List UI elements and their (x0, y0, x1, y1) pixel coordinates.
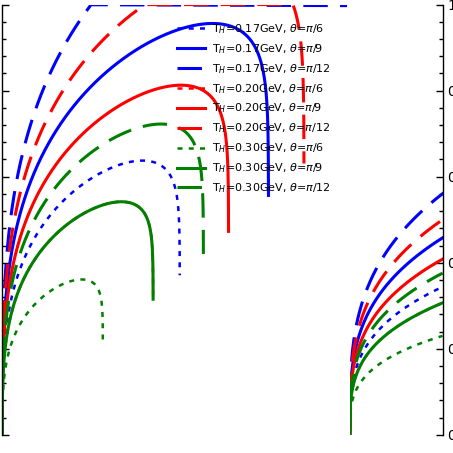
Legend: T$_{H}$=0.17GeV, $\theta$=$\pi$/6, T$_{H}$=0.17GeV, $\theta$=$\pi$/9, T$_{H}$=0.: T$_{H}$=0.17GeV, $\theta$=$\pi$/6, T$_{H… (174, 19, 334, 198)
